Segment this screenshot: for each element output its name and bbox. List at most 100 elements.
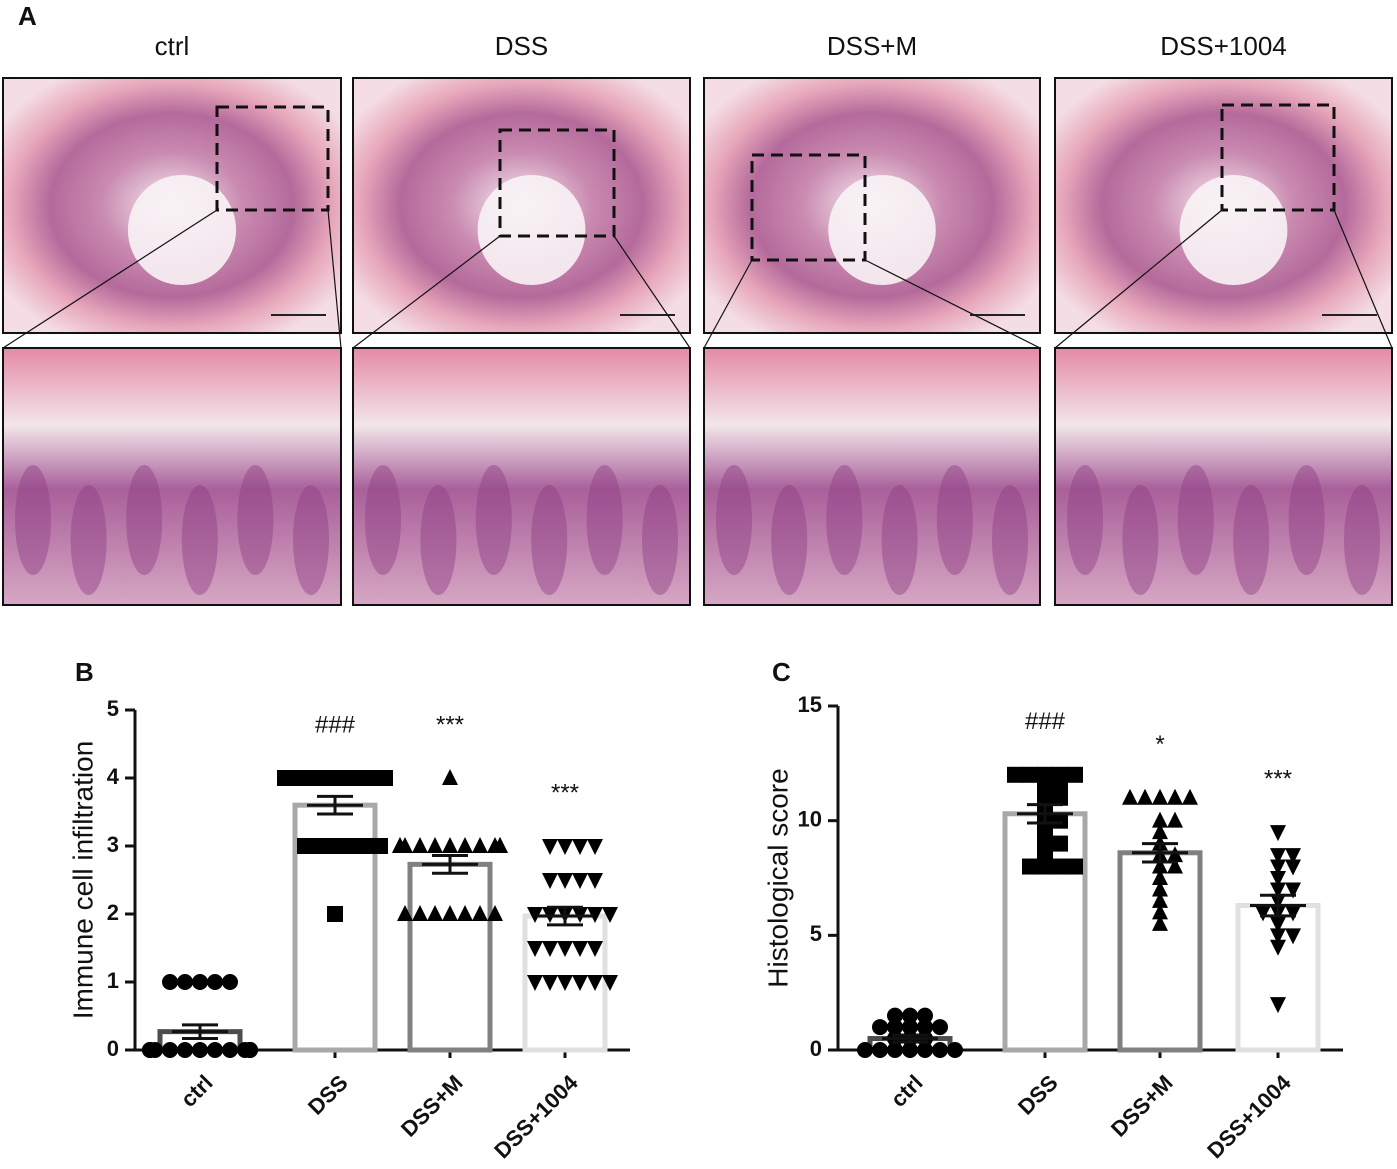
zoom-box (750, 153, 867, 262)
crypt (881, 485, 918, 595)
data-point (587, 941, 603, 957)
data-point (1067, 858, 1083, 875)
data-point (487, 905, 503, 921)
data-point (312, 838, 328, 854)
data-point (1152, 869, 1168, 885)
data-point (527, 975, 543, 991)
data-point (1270, 825, 1286, 842)
zoom-line (1333, 209, 1393, 349)
data-point (932, 1019, 948, 1036)
column-title: ctrl (155, 31, 190, 61)
y-axis-label: Immune cell infiltration (67, 741, 98, 1020)
data-point (542, 975, 558, 991)
data-point (1022, 766, 1038, 783)
data-point (932, 1042, 948, 1058)
data-point (572, 941, 588, 957)
significance: *** (1264, 765, 1292, 792)
data-point (1285, 905, 1301, 922)
data-point (427, 837, 443, 853)
zoom-line (1054, 209, 1223, 349)
data-point (587, 907, 603, 923)
data-point (557, 941, 573, 957)
data-point (542, 941, 558, 957)
crypt (531, 485, 568, 595)
x-tick-label: DSS+1004 (489, 1069, 583, 1163)
data-point (947, 1042, 963, 1058)
crypt (126, 465, 163, 575)
crypt (586, 465, 623, 575)
data-point (397, 905, 413, 921)
lumen (1179, 175, 1288, 285)
data-point (377, 770, 393, 786)
crypt (1233, 485, 1270, 595)
x-tick-label: DSS (303, 1070, 353, 1120)
data-point (1152, 880, 1168, 897)
data-point (457, 905, 473, 921)
data-point (557, 839, 573, 855)
data-point (902, 1007, 918, 1024)
data-point (587, 873, 603, 889)
data-point (277, 770, 293, 786)
data-point (1270, 916, 1286, 933)
chart: C 0 5 10 15 Histological score ctrl DSS ### DSS+M… (762, 657, 1343, 1163)
data-point (1152, 823, 1168, 840)
crypt (237, 465, 274, 575)
charts: B 0 1 2 3 4 5 Immune cell infiltration ctrl DSS ##… (67, 657, 1343, 1163)
x-tick-label: DSS+M (1106, 1070, 1178, 1142)
data-point (542, 873, 558, 889)
y-tick-label: 3 (107, 832, 119, 857)
data-point (472, 905, 488, 921)
data-point (327, 906, 343, 922)
data-point (412, 905, 428, 921)
data-point (1137, 788, 1153, 805)
data-point (1052, 835, 1068, 852)
data-point (442, 905, 458, 921)
data-point (1270, 882, 1286, 899)
data-point (1152, 788, 1168, 805)
data-point (342, 838, 358, 854)
zoom-line (613, 235, 691, 349)
data-point (1167, 857, 1183, 874)
data-point (222, 974, 238, 990)
x-tick-label: DSS+M (396, 1070, 468, 1142)
data-point (1270, 859, 1286, 876)
data-point (602, 907, 618, 923)
y-tick-label: 4 (107, 764, 120, 789)
data-point (327, 838, 343, 854)
significance: * (1155, 731, 1164, 758)
error-bar (882, 1033, 938, 1044)
data-point (192, 1042, 208, 1058)
crypt (475, 465, 512, 575)
crypt (293, 485, 329, 595)
chart: B 0 1 2 3 4 5 Immune cell infiltration ctrl DSS ##… (67, 657, 630, 1163)
error-bar (537, 905, 593, 927)
zoom-line (703, 259, 753, 349)
zoom-line (2, 209, 218, 349)
crypt (936, 465, 973, 575)
data-point (917, 1007, 933, 1024)
data-point (1022, 858, 1038, 875)
micrograph-zoom (703, 347, 1041, 606)
x-tick-label: DSS (1013, 1070, 1063, 1120)
data-point (327, 770, 343, 786)
crypt (1177, 465, 1214, 575)
data-point (1270, 871, 1286, 887)
crypt (1344, 485, 1380, 595)
panel-label: A (18, 1, 37, 31)
data-point (142, 1042, 158, 1058)
data-point (572, 839, 588, 855)
data-point (1270, 928, 1286, 945)
data-point (222, 1042, 238, 1058)
column-title: DSS+1004 (1160, 31, 1286, 61)
crypt (992, 485, 1028, 595)
data-point (1152, 857, 1168, 874)
data-point (1152, 891, 1168, 908)
data-point (902, 1019, 918, 1036)
data-point (887, 1007, 903, 1024)
data-point (542, 839, 558, 855)
data-point (192, 974, 208, 990)
histology-panel: ctrl DSS DSS+M DSS+1004 (2, 31, 1393, 606)
column-title: DSS+M (827, 31, 917, 61)
crypt (716, 465, 752, 575)
y-axis-label: Histological score (762, 768, 793, 987)
